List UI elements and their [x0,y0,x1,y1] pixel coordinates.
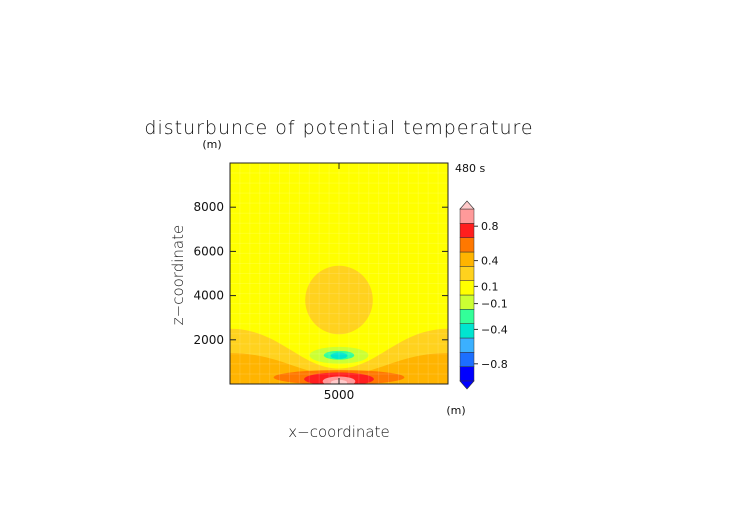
y-tick-label: 6000 [193,244,224,258]
contour-region [330,352,348,360]
y-unit-label: (m) [202,138,221,151]
colorbar-label: 0.8 [481,220,499,233]
colorbar-bottom-arrow [459,380,475,390]
colorbar-segment [459,309,475,324]
colorbar-segment [459,337,475,353]
colorbar-top-arrow [459,200,475,210]
colorbar-label: −0.8 [481,358,508,371]
colorbar-segment [459,352,475,367]
time-label: 480 s [455,162,485,175]
colorbar-segment [459,280,475,296]
y-tick-label: 8000 [193,200,224,214]
y-tick-label: 4000 [193,289,224,303]
colorbar-segment [459,237,475,253]
y-axis-label: z−coordinate [169,225,187,325]
colorbar-segment [459,366,475,382]
colorbar-label: −0.1 [481,298,508,311]
x-axis-label: x−coordinate [288,423,389,441]
x-tick-label: 5000 [324,388,355,402]
contour-region [305,265,373,335]
y-axis-ticks: 2000 4000 6000 8000 [193,200,448,347]
colorbar-segment [459,323,475,339]
colorbar-label: 0.4 [481,255,499,268]
x-unit-label: (m) [446,404,465,417]
colorbar-segment [459,223,475,238]
colorbar-segment [459,208,475,224]
colorbar-segment [459,251,475,267]
chart-title: disturbunce of potential temperature [144,117,533,139]
colorbar: 0.8 0.4 0.1 −0.1 −0.4 −0.8 [459,200,508,390]
colorbar-segment [459,266,475,281]
colorbar-label: −0.4 [481,323,508,336]
colorbar-label: 0.1 [481,280,499,293]
colorbar-segment [459,294,475,310]
x-axis-ticks: 5000 [324,163,355,402]
y-tick-label: 2000 [193,333,224,347]
plot-area [229,162,449,385]
